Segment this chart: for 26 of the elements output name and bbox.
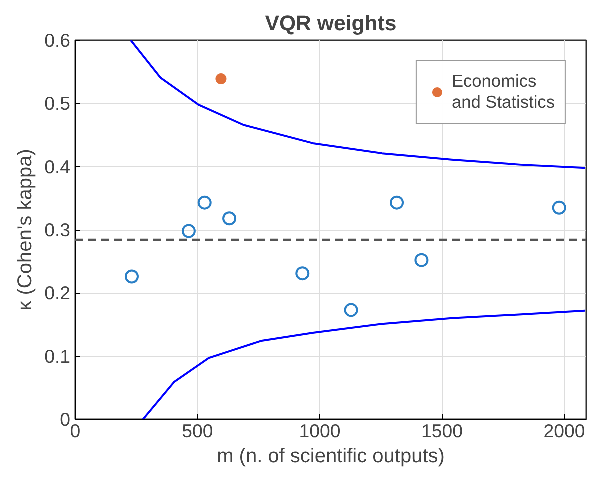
point bbox=[182, 224, 196, 238]
legend-label: Economics and Statistics bbox=[452, 71, 555, 113]
point bbox=[552, 200, 566, 215]
y-tick-label: 0.4 bbox=[44, 156, 71, 178]
y-tick-label: 0.1 bbox=[44, 346, 71, 367]
y-tick-label: 0.2 bbox=[44, 282, 71, 304]
chart-title: VQR weights bbox=[265, 12, 397, 36]
y-tick-label: 0.3 bbox=[44, 220, 71, 240]
x-axis-title: m (n. of scientific outputs) bbox=[217, 446, 445, 468]
point bbox=[414, 253, 429, 268]
point bbox=[198, 196, 212, 210]
x-tick-label: 1500 bbox=[421, 420, 464, 442]
x-tick-label: 2000 bbox=[544, 420, 586, 442]
point bbox=[344, 303, 358, 318]
y-tick-label: 0.5 bbox=[44, 93, 71, 114]
point bbox=[222, 212, 237, 226]
line-series bbox=[142, 310, 586, 420]
x-tick-label: 1000 bbox=[299, 420, 341, 442]
y-axis-title: κ (Cohen's kappa) bbox=[14, 149, 37, 311]
y-tick-label: 0.6 bbox=[44, 30, 71, 51]
point bbox=[296, 266, 310, 281]
point bbox=[216, 74, 227, 85]
point bbox=[124, 270, 139, 284]
point bbox=[390, 196, 404, 210]
x-tick-label: 500 bbox=[182, 420, 214, 442]
line-series bbox=[130, 40, 586, 170]
